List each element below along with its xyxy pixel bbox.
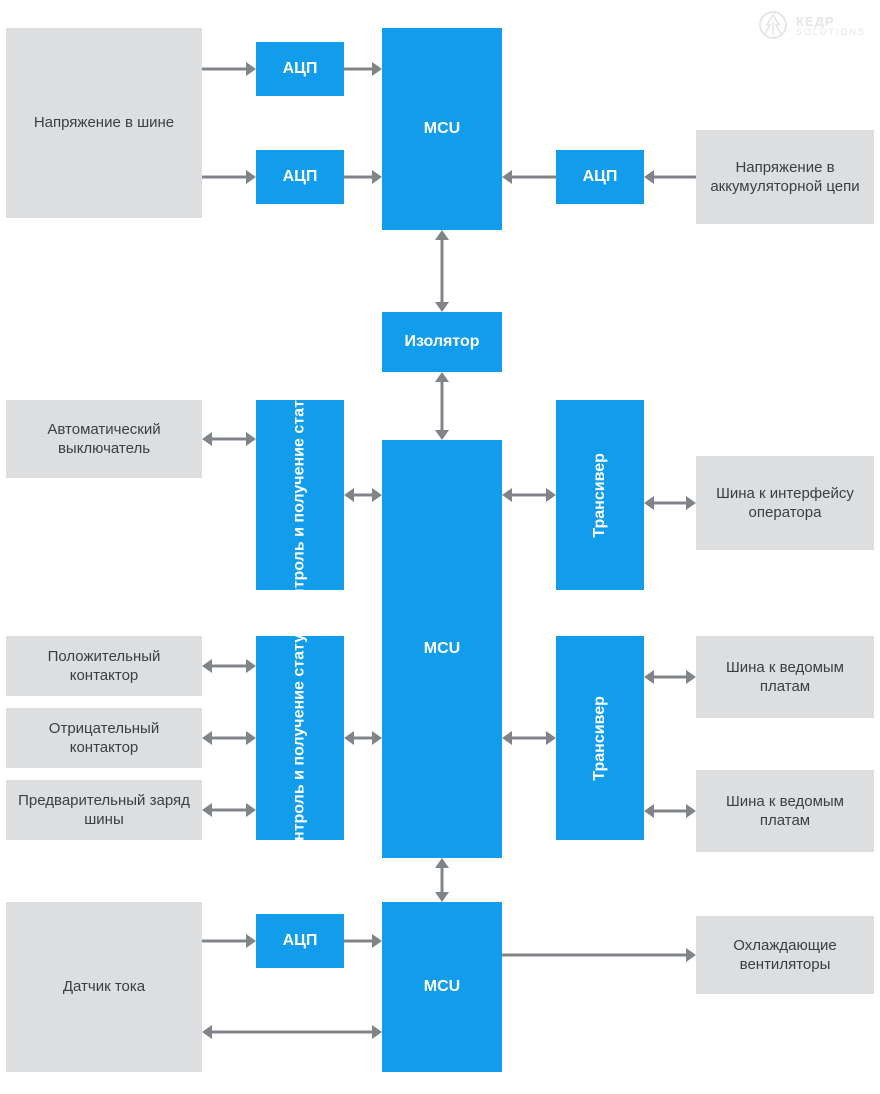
node-label-bus_voltage: Напряжение в шине: [34, 113, 174, 133]
node-label-trans2: Трансивер: [590, 696, 611, 781]
node-neg_contactor: Отрицательный контактор: [6, 708, 202, 768]
watermark-logo: КЕДР SOLUTIONS: [758, 10, 866, 40]
node-precharge: Предварительный заряд шины: [6, 780, 202, 840]
node-label-pos_contactor: Положительный контактор: [16, 647, 192, 686]
node-label-bus_operator: Шина к интерфейсу оператора: [706, 484, 864, 523]
node-label-adc1: АЦП: [283, 59, 318, 80]
node-label-adc4: АЦП: [283, 931, 318, 952]
node-trans2: Трансивер: [556, 636, 644, 840]
node-isolator: Изолятор: [382, 312, 502, 372]
node-label-trans1: Трансивер: [590, 453, 611, 538]
node-ctrl1: Контроль и получение статуса: [256, 400, 344, 590]
watermark-sub: SOLUTIONS: [796, 27, 866, 37]
node-label-batt_voltage: Напряжение в аккумуляторной цепи: [706, 158, 864, 197]
node-label-ctrl1: Контроль и получение статуса: [290, 373, 311, 617]
node-adc2: АЦП: [256, 150, 344, 204]
node-mcu1: MCU: [382, 28, 502, 230]
node-label-mcu2: MCU: [424, 639, 460, 660]
node-label-adc2: АЦП: [283, 167, 318, 188]
node-adc3: АЦП: [556, 150, 644, 204]
node-bus_voltage: Напряжение в шине: [6, 28, 202, 218]
node-adc1: АЦП: [256, 42, 344, 96]
node-mcu3: MCU: [382, 902, 502, 1072]
node-pos_contactor: Положительный контактор: [6, 636, 202, 696]
node-fans: Охлаждающие вентиляторы: [696, 916, 874, 994]
node-label-bus_slave2: Шина к ведомым платам: [706, 792, 864, 831]
node-label-isolator: Изолятор: [404, 332, 479, 353]
node-current_sensor: Датчик тока: [6, 902, 202, 1072]
node-label-fans: Охлаждающие вентиляторы: [706, 936, 864, 975]
node-label-current_sensor: Датчик тока: [63, 977, 145, 997]
node-adc4: АЦП: [256, 914, 344, 968]
node-label-ctrl2: Контроль и получение статуса: [290, 616, 311, 860]
node-breaker: Автоматический выключатель: [6, 400, 202, 478]
node-mcu2: MCU: [382, 440, 502, 858]
node-bus_slave2: Шина к ведомым платам: [696, 770, 874, 852]
node-label-mcu1: MCU: [424, 119, 460, 140]
node-label-adc3: АЦП: [583, 167, 618, 188]
node-label-neg_contactor: Отрицательный контактор: [16, 719, 192, 758]
node-label-bus_slave1: Шина к ведомым платам: [706, 658, 864, 697]
node-bus_operator: Шина к интерфейсу оператора: [696, 456, 874, 550]
node-label-precharge: Предварительный заряд шины: [16, 791, 192, 830]
node-ctrl2: Контроль и получение статуса: [256, 636, 344, 840]
node-batt_voltage: Напряжение в аккумуляторной цепи: [696, 130, 874, 224]
node-label-breaker: Автоматический выключатель: [16, 420, 192, 459]
node-trans1: Трансивер: [556, 400, 644, 590]
node-label-mcu3: MCU: [424, 977, 460, 998]
node-bus_slave1: Шина к ведомым платам: [696, 636, 874, 718]
